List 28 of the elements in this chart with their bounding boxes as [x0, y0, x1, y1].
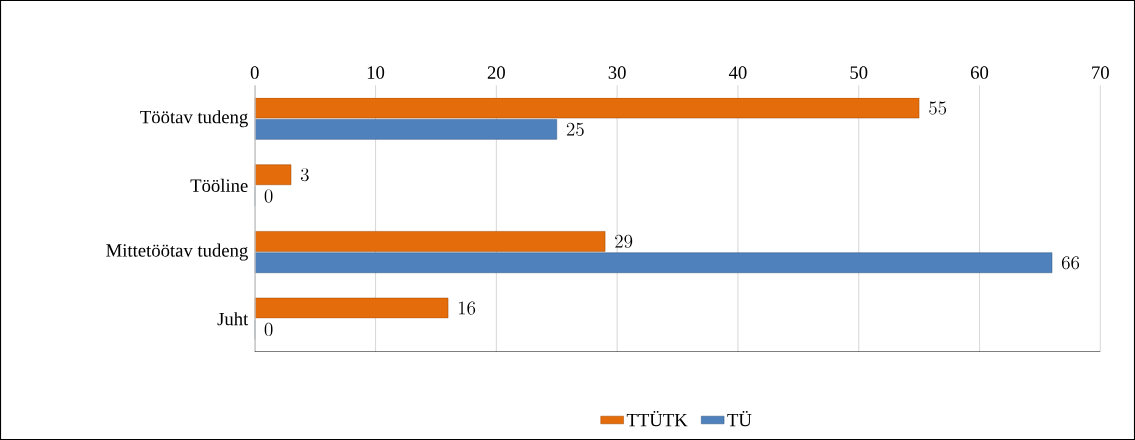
legend-label: TTÜTK: [626, 410, 688, 427]
data-label: 0: [264, 189, 273, 203]
bar: [254, 297, 449, 319]
y-tick-label: Tööline: [190, 178, 248, 192]
data-label: 3: [300, 168, 309, 182]
x-tick-label: 40: [728, 66, 747, 79]
x-tick-label: 30: [608, 66, 626, 79]
x-tick-label: 70: [1092, 66, 1109, 79]
data-label: 16: [458, 301, 476, 315]
bar: [254, 119, 558, 140]
data-label: 0: [264, 322, 273, 336]
x-tick-label: 20: [487, 66, 505, 79]
data-label: 25: [566, 122, 584, 136]
legend-label: TÜ: [727, 410, 752, 427]
bar: [254, 164, 292, 185]
data-label: 29: [615, 234, 633, 248]
bar: [254, 231, 606, 252]
data-label: 55: [929, 101, 947, 115]
y-tick-label: Mittetöötav tudeng: [106, 243, 248, 261]
x-tick-label: 10: [367, 66, 385, 79]
x-tick-label: 60: [970, 66, 989, 79]
data-label: 66: [1061, 256, 1080, 270]
bar: [254, 97, 920, 119]
x-tick-label: 0: [250, 66, 259, 79]
y-tick-label: Juht: [217, 312, 249, 326]
y-tick-label: Töötav tudeng: [140, 110, 248, 128]
bar: [254, 252, 1053, 273]
x-tick-label: 50: [850, 66, 868, 79]
